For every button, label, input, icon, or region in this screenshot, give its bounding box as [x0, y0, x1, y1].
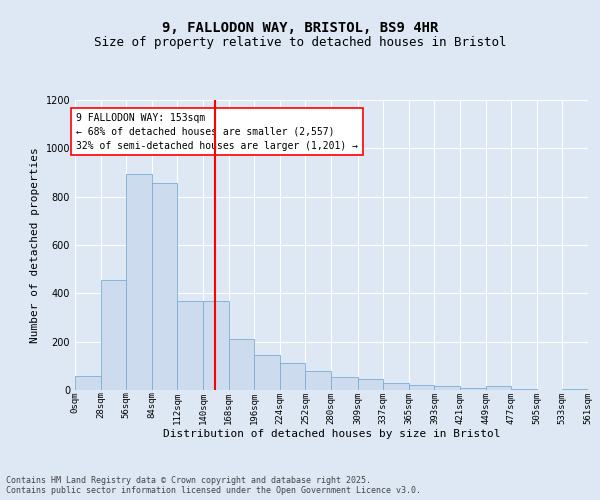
Bar [305, 370, 331, 390]
Y-axis label: Number of detached properties: Number of detached properties [30, 147, 40, 343]
Bar [229, 339, 254, 390]
Text: 9, FALLODON WAY, BRISTOL, BS9 4HR: 9, FALLODON WAY, BRISTOL, BS9 4HR [162, 20, 438, 34]
Bar [101, 280, 126, 390]
X-axis label: Distribution of detached houses by size in Bristol: Distribution of detached houses by size … [163, 429, 500, 439]
Bar [203, 300, 229, 390]
Bar [178, 300, 203, 390]
Text: Contains HM Land Registry data © Crown copyright and database right 2025.: Contains HM Land Registry data © Crown c… [6, 476, 371, 485]
Bar [562, 389, 588, 390]
Text: 9 FALLODON WAY: 153sqm
← 68% of detached houses are smaller (2,557)
32% of semi-: 9 FALLODON WAY: 153sqm ← 68% of detached… [76, 112, 358, 150]
Bar [460, 388, 485, 390]
Bar [126, 174, 152, 390]
Text: Size of property relative to detached houses in Bristol: Size of property relative to detached ho… [94, 36, 506, 49]
Bar [152, 184, 178, 390]
Text: Contains public sector information licensed under the Open Government Licence v3: Contains public sector information licen… [6, 486, 421, 495]
Bar [331, 376, 358, 390]
Bar [75, 376, 101, 390]
Bar [485, 386, 511, 390]
Bar [254, 355, 280, 390]
Bar [409, 385, 434, 390]
Bar [434, 386, 460, 390]
Bar [280, 364, 305, 390]
Bar [383, 383, 409, 390]
Bar [511, 389, 537, 390]
Bar [358, 379, 383, 390]
